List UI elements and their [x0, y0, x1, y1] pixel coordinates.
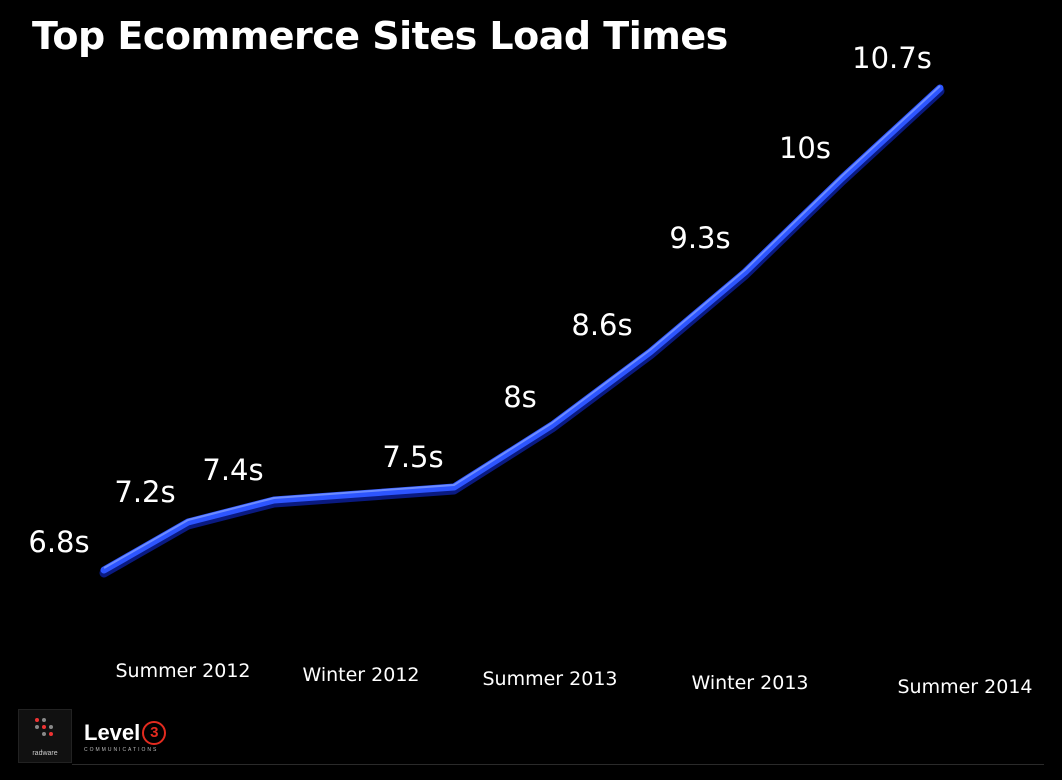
data-label: 7.5s: [382, 440, 443, 474]
level3-word: Level: [84, 719, 141, 745]
data-label: 7.2s: [114, 475, 175, 509]
data-label: 10.7s: [852, 41, 932, 75]
series-line-highlight: [103, 85, 941, 569]
x-tick-label: Winter 2012: [302, 664, 419, 686]
data-label: 8.6s: [571, 308, 632, 342]
x-tick-label: Winter 2013: [691, 672, 808, 694]
radware-logo: radware: [18, 709, 72, 763]
level3-subtitle: COMMUNICATIONS: [84, 746, 159, 753]
radware-dots-icon: [35, 718, 53, 736]
x-tick-label: Summer 2014: [897, 676, 1032, 698]
footer-logos: radware Level 3 COMMUNICATIONS: [18, 709, 167, 763]
x-tick-label: Summer 2013: [482, 668, 617, 690]
level3-wordmark: Level 3: [84, 719, 167, 746]
level3-number: 3: [142, 720, 167, 745]
x-tick-label: Summer 2012: [115, 660, 250, 682]
data-label: 10s: [779, 131, 831, 165]
data-label: 9.3s: [669, 221, 730, 255]
data-label: 7.4s: [202, 453, 263, 487]
radware-wordmark: radware: [32, 750, 58, 757]
data-label: 8s: [503, 380, 537, 414]
data-label: 6.8s: [28, 525, 89, 559]
footer-divider: [72, 764, 1044, 765]
chart-title: Top Ecommerce Sites Load Times: [32, 14, 728, 58]
level3-logo: Level 3 COMMUNICATIONS: [84, 719, 167, 753]
